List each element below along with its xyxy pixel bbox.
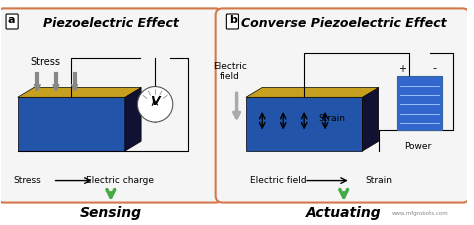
FancyBboxPatch shape: [216, 8, 469, 202]
Circle shape: [137, 87, 173, 122]
Text: Power: Power: [405, 142, 432, 151]
Text: Electric field: Electric field: [250, 176, 307, 185]
FancyBboxPatch shape: [0, 8, 223, 202]
Polygon shape: [362, 88, 379, 151]
Polygon shape: [246, 88, 379, 97]
Polygon shape: [246, 97, 362, 151]
Text: Strain: Strain: [318, 114, 345, 123]
Text: Stress: Stress: [13, 176, 41, 185]
Text: +: +: [398, 64, 406, 74]
Polygon shape: [18, 97, 125, 151]
FancyBboxPatch shape: [227, 14, 238, 29]
Text: V: V: [150, 95, 160, 108]
Text: Electric
field: Electric field: [213, 61, 246, 81]
Text: www.mfgrobots.com: www.mfgrobots.com: [392, 211, 448, 216]
Text: b: b: [229, 15, 237, 25]
FancyBboxPatch shape: [397, 76, 441, 130]
Polygon shape: [18, 88, 141, 97]
Text: Strain: Strain: [365, 176, 392, 185]
Text: Sensing: Sensing: [80, 206, 142, 220]
Text: Stress: Stress: [31, 57, 61, 67]
Text: -: -: [433, 64, 437, 74]
Text: Electric charge: Electric charge: [86, 176, 154, 185]
Text: Converse Piezoelectric Effect: Converse Piezoelectric Effect: [241, 17, 447, 30]
Text: Piezoelectric Effect: Piezoelectric Effect: [43, 17, 179, 30]
Polygon shape: [125, 88, 141, 151]
Text: a: a: [8, 15, 15, 25]
FancyBboxPatch shape: [6, 14, 18, 29]
Text: Actuating: Actuating: [306, 206, 382, 220]
